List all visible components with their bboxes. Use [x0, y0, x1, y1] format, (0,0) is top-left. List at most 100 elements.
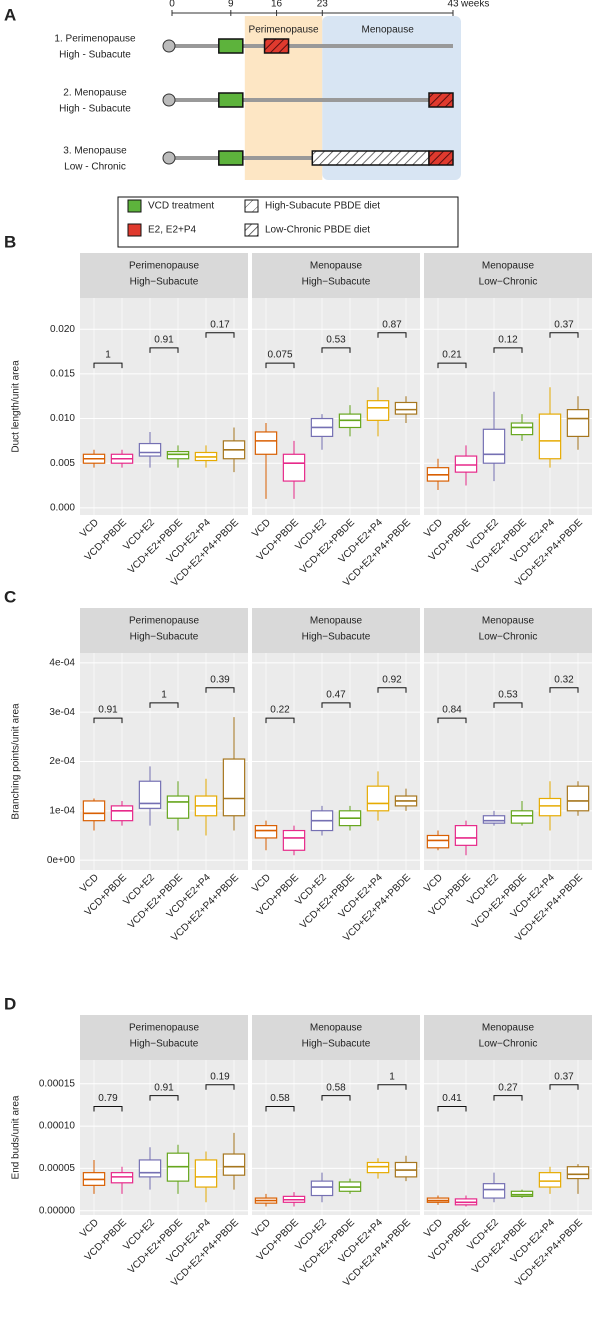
- facet-title: High−Subacute: [302, 277, 371, 288]
- comparison-bracket: [377, 687, 407, 693]
- box: [110, 1172, 134, 1184]
- week-label: 43: [447, 0, 459, 10]
- p-value: 0.22: [270, 705, 290, 716]
- facet-title: Perimenopause: [129, 1023, 199, 1034]
- panel-label: A: [4, 5, 16, 24]
- p-value: 0.37: [554, 1071, 574, 1082]
- legend-swatch: [127, 199, 142, 213]
- comparison-bracket: [493, 702, 523, 708]
- plot-panel: [80, 298, 248, 515]
- comparison-bracket: [149, 702, 179, 708]
- facet-title: Low−Chronic: [479, 632, 538, 643]
- box: [194, 1159, 218, 1188]
- y-tick-label: 0e+00: [47, 855, 76, 866]
- plot-panel: [424, 298, 592, 515]
- comparison-bracket: [205, 332, 235, 338]
- y-axis-title: Duct length/unit area: [11, 360, 22, 453]
- week-label: 0: [169, 0, 175, 10]
- y-tick-label: 2e-04: [49, 756, 75, 767]
- y-tick-label: 0.00010: [39, 1121, 76, 1132]
- hormone-box: [263, 38, 290, 54]
- facet-title: High−Subacute: [130, 1039, 199, 1050]
- legend-swatch: [127, 223, 142, 237]
- row-label: 3. Menopause: [63, 146, 127, 157]
- facet-title: High−Subacute: [302, 1039, 371, 1050]
- box: [254, 825, 278, 839]
- comparison-bracket: [149, 347, 179, 353]
- phase-label: Menopause: [362, 25, 415, 36]
- box: [426, 834, 450, 849]
- week-label: 16: [271, 0, 283, 10]
- y-tick-label: 0.000: [50, 502, 75, 513]
- p-value: 0.92: [382, 674, 402, 685]
- facet-strip: [424, 608, 592, 653]
- box: [166, 795, 190, 819]
- box: [566, 409, 590, 438]
- box: [282, 453, 306, 482]
- box: [510, 810, 534, 824]
- p-value: 0.53: [326, 335, 346, 346]
- legend-label: Low-Chronic PBDE diet: [265, 225, 370, 236]
- x-tick-label: VCD: [78, 1217, 101, 1240]
- comparison-bracket: [321, 702, 351, 708]
- x-tick-label: VCD: [250, 872, 273, 895]
- box: [538, 1172, 562, 1188]
- box: [566, 785, 590, 812]
- x-tick-label: VCD: [250, 517, 273, 540]
- comparison-bracket: [321, 347, 351, 353]
- comparison-bracket: [265, 717, 295, 724]
- box: [82, 800, 106, 822]
- row-label: Low - Chronic: [64, 162, 126, 173]
- facet-strip: [424, 253, 592, 298]
- legend-label: VCD treatment: [148, 201, 214, 212]
- box: [510, 422, 534, 436]
- comparison-bracket: [493, 1095, 523, 1101]
- hormone-box: [428, 92, 454, 108]
- y-tick-label: 0.00005: [39, 1163, 76, 1174]
- facet-title: Menopause: [482, 261, 535, 272]
- p-value: 0.32: [554, 674, 574, 685]
- legend-swatch: [244, 199, 259, 213]
- p-value: 0.91: [154, 1082, 174, 1093]
- box: [538, 797, 562, 817]
- low-chronic-diet: [311, 150, 430, 166]
- comparison-bracket: [265, 1106, 295, 1112]
- box: [482, 815, 506, 824]
- comparison-bracket: [93, 717, 123, 724]
- p-value: 1: [105, 350, 111, 361]
- p-value: 0.12: [498, 335, 518, 346]
- start-dot: [162, 93, 176, 107]
- week-unit: weeks: [460, 0, 489, 10]
- y-axis-title: Branching points/unit area: [11, 703, 22, 820]
- y-tick-label: 3e-04: [49, 707, 75, 718]
- phase-label: Perimenopause: [249, 25, 319, 36]
- comparison-bracket: [205, 1084, 235, 1090]
- p-value: 0.58: [326, 1082, 346, 1093]
- box: [366, 400, 390, 421]
- facet-title: Menopause: [482, 1023, 535, 1034]
- y-tick-label: 0.015: [50, 369, 75, 380]
- facet-strip: [252, 1015, 420, 1060]
- row-label: 1. Perimenopause: [54, 34, 136, 45]
- p-value: 0.39: [210, 674, 230, 685]
- facet-title: High−Subacute: [130, 632, 199, 643]
- plot-panel: [424, 1060, 592, 1215]
- facet-strip: [252, 608, 420, 653]
- p-value: 0.87: [382, 319, 402, 330]
- comparison-bracket: [437, 717, 467, 724]
- start-dot: [162, 151, 176, 165]
- x-tick-label: VCD: [422, 872, 445, 895]
- legend-label: High-Subacute PBDE diet: [265, 201, 380, 212]
- box: [454, 455, 478, 473]
- comparison-bracket: [377, 1084, 407, 1090]
- row-label: High - Subacute: [59, 50, 131, 61]
- y-tick-label: 1e-04: [49, 805, 75, 816]
- facet-title: High−Subacute: [302, 632, 371, 643]
- comparison-bracket: [493, 347, 523, 353]
- facet-strip: [424, 1015, 592, 1060]
- comparison-bracket: [377, 332, 407, 338]
- p-value: 0.41: [442, 1093, 462, 1104]
- y-tick-label: 0.00015: [39, 1078, 76, 1089]
- y-tick-label: 0.020: [50, 324, 75, 335]
